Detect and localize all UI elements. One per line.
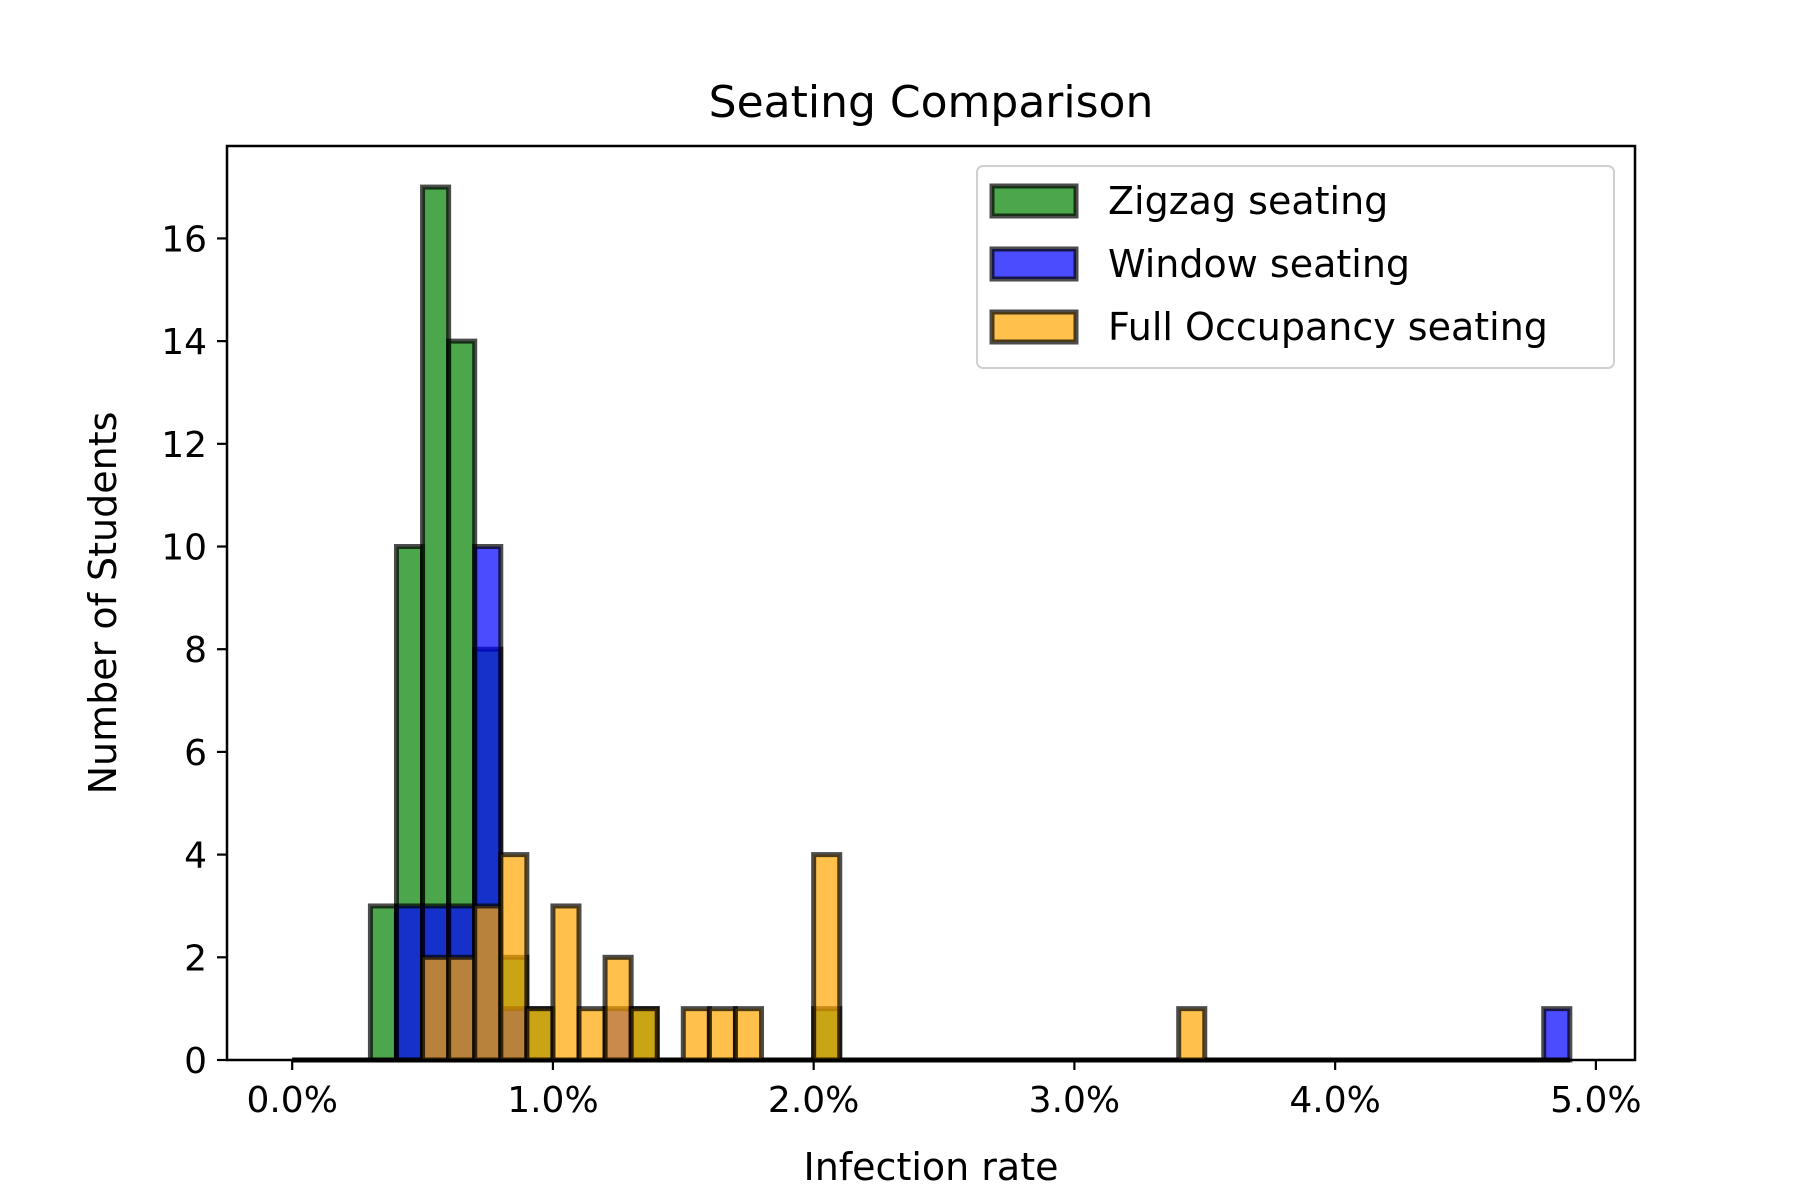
chart-title: Seating Comparison bbox=[709, 77, 1154, 128]
histogram-bar bbox=[576, 1006, 608, 1063]
legend-label: Zigzag seating bbox=[1108, 179, 1388, 223]
y-tick-label: 0 bbox=[184, 1041, 207, 1082]
histogram-bar bbox=[446, 954, 478, 1063]
x-tick-label: 3.0% bbox=[1029, 1080, 1120, 1121]
y-tick-label: 2 bbox=[184, 938, 207, 979]
x-tick-label: 2.0% bbox=[768, 1080, 859, 1121]
histogram-bar bbox=[420, 954, 452, 1063]
x-tick-label: 4.0% bbox=[1289, 1080, 1380, 1121]
histogram-bar bbox=[706, 1006, 738, 1063]
y-axis: 0 2 4 6 8 10 12 14 16 bbox=[161, 219, 227, 1082]
x-axis-label: Infection rate bbox=[804, 1145, 1059, 1189]
histogram-bar bbox=[393, 903, 426, 1063]
y-tick-label: 14 bbox=[161, 322, 207, 363]
y-axis-label: Number of Students bbox=[81, 412, 125, 795]
legend-swatch bbox=[989, 309, 1079, 345]
legend-swatch bbox=[989, 246, 1079, 282]
y-tick-label: 12 bbox=[161, 425, 207, 466]
histogram-bar bbox=[732, 1006, 765, 1063]
y-tick-label: 8 bbox=[184, 630, 207, 671]
histogram-bar bbox=[628, 1006, 660, 1063]
histogram-bar bbox=[1541, 1006, 1573, 1063]
histogram-bar bbox=[472, 903, 504, 1063]
histogram-bar bbox=[811, 852, 843, 1063]
legend-label: Window seating bbox=[1108, 242, 1410, 286]
y-tick-label: 4 bbox=[184, 836, 207, 877]
plot-frame bbox=[225, 144, 1637, 1062]
x-tick-label: 1.0% bbox=[507, 1080, 598, 1121]
legend-label: Full Occupancy seating bbox=[1108, 305, 1548, 349]
legend: Zigzag seating Window seating Full Occupan… bbox=[976, 165, 1615, 369]
legend-swatch bbox=[989, 183, 1079, 219]
histogram-bar bbox=[550, 903, 582, 1063]
x-tick-label: 5.0% bbox=[1550, 1080, 1641, 1121]
y-tick-label: 10 bbox=[161, 528, 207, 569]
histogram-bar bbox=[524, 1006, 556, 1063]
legend-frame bbox=[976, 165, 1615, 369]
histogram-bar bbox=[602, 954, 634, 1063]
histogram-bar bbox=[498, 852, 530, 1063]
y-tick-label: 6 bbox=[184, 733, 207, 774]
histogram-bar bbox=[680, 1006, 712, 1063]
x-tick-label: 0.0% bbox=[246, 1080, 337, 1121]
histogram-bar bbox=[367, 903, 399, 1063]
x-axis: 0.0% 1.0% 2.0% 3.0% 4.0% 5.0% bbox=[246, 1060, 1642, 1121]
histogram-bar bbox=[1176, 1006, 1208, 1063]
y-tick-label: 16 bbox=[161, 219, 207, 260]
